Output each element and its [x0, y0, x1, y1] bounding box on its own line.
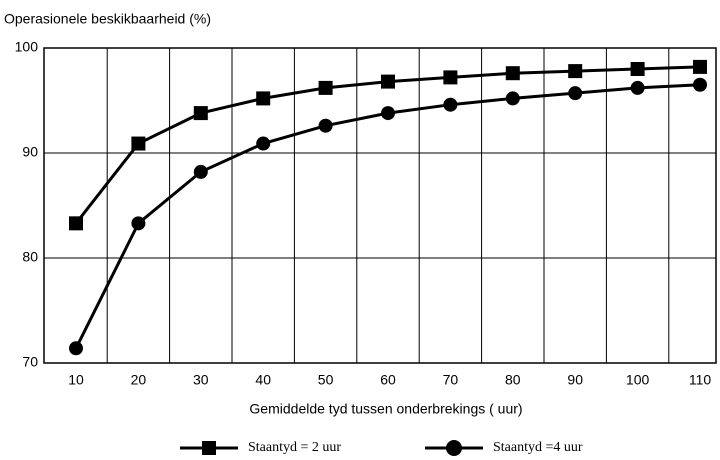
x-tick-label: 10 — [68, 372, 84, 388]
x-tick-label: 60 — [380, 372, 396, 388]
legend-marker — [202, 441, 216, 455]
x-tick-label: 80 — [505, 372, 521, 388]
x-axis-label: Gemiddelde tyd tussen onderbrekings ( uu… — [249, 401, 522, 417]
marker-circle — [256, 136, 271, 151]
marker-circle — [318, 118, 333, 133]
x-tick-label: 50 — [318, 372, 334, 388]
marker-circle — [505, 91, 520, 106]
marker-square — [630, 62, 645, 76]
marker-square — [256, 91, 271, 106]
x-tick-label: 30 — [193, 372, 209, 388]
plot-frame — [43, 47, 717, 364]
marker-square — [318, 80, 333, 95]
y-tick-label: 70 — [22, 354, 38, 370]
marker-square — [381, 74, 395, 89]
marker-square — [193, 106, 208, 121]
x-tick-label: 70 — [443, 372, 459, 388]
marker-circle — [443, 97, 458, 112]
chart-title: Operasionele beskikbaarheid (%) — [4, 11, 211, 27]
marker-square — [443, 70, 458, 85]
x-tick-label: 100 — [626, 372, 650, 388]
legend-marker — [446, 440, 462, 456]
x-tick-label: 20 — [131, 372, 147, 388]
marker-circle — [381, 106, 395, 121]
x-tick-label: 90 — [567, 372, 583, 388]
x-tick-label: 40 — [255, 372, 271, 388]
marker-circle — [131, 216, 146, 231]
x-tick-label: 110 — [689, 372, 712, 388]
marker-circle — [693, 77, 707, 92]
marker-square — [693, 59, 707, 74]
marker-circle — [69, 341, 83, 356]
legend-label: Staantyd =4 uur — [493, 440, 583, 455]
y-tick-label: 80 — [22, 249, 38, 265]
marker-circle — [193, 164, 208, 179]
y-tick-label: 90 — [22, 144, 38, 160]
marker-square — [69, 216, 83, 231]
marker-square — [131, 136, 146, 151]
y-tick-label: 100 — [15, 39, 39, 55]
marker-circle — [630, 80, 645, 95]
legend-label: Staantyd = 2 uur — [248, 440, 341, 455]
marker-square — [505, 66, 520, 81]
marker-square — [568, 64, 583, 79]
marker-circle — [568, 86, 583, 101]
